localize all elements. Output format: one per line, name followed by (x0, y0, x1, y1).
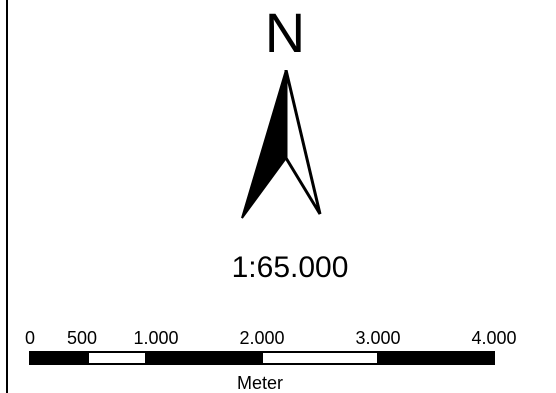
scale-bar-segment (261, 351, 379, 365)
scale-bar: 0 500 1.000 2.000 3.000 4.000 Meter (25, 328, 517, 393)
north-label: N (264, 1, 306, 64)
north-arrow-icon (241, 70, 322, 219)
scale-bar-tick-label: 500 (67, 328, 97, 348)
scale-bar-segment (145, 351, 263, 365)
scale-bar-tick-label: 0 (25, 328, 35, 348)
map-frame-border (6, 0, 8, 393)
scale-bar-segment (377, 351, 495, 365)
scale-bar-unit: Meter (237, 373, 283, 393)
scale-bar-segment (29, 351, 89, 365)
north-arrow-left-half (241, 70, 287, 219)
scale-bar-segment (87, 351, 147, 365)
scale-bar-tick-label: 4.000 (471, 328, 516, 348)
scale-bar-tick-label: 2.000 (239, 328, 284, 348)
scale-ratio: 1:65.000 (231, 251, 349, 284)
scale-bar-tick-label: 3.000 (355, 328, 400, 348)
north-arrow-right-half (284, 70, 322, 215)
scale-bar-tick-label: 1.000 (133, 328, 178, 348)
